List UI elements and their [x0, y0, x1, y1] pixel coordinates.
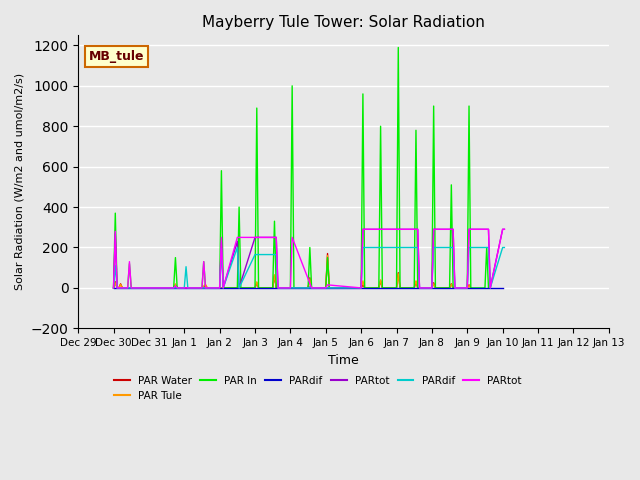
X-axis label: Time: Time — [328, 354, 359, 367]
Title: Mayberry Tule Tower: Solar Radiation: Mayberry Tule Tower: Solar Radiation — [202, 15, 485, 30]
Legend: PAR Water, PAR Tule, PAR In, PARdif, PARtot, PARdif, PARtot: PAR Water, PAR Tule, PAR In, PARdif, PAR… — [110, 372, 526, 405]
Y-axis label: Solar Radiation (W/m2 and umol/m2/s): Solar Radiation (W/m2 and umol/m2/s) — [15, 73, 25, 290]
Text: MB_tule: MB_tule — [89, 50, 144, 63]
